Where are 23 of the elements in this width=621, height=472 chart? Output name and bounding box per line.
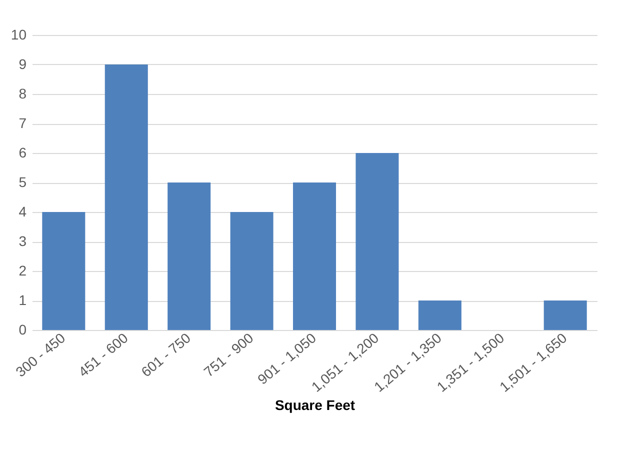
y-tick-label: 6 bbox=[18, 144, 27, 160]
x-tick-label: 451 - 600 bbox=[75, 329, 132, 380]
bar bbox=[168, 182, 211, 330]
y-tick-label: 10 bbox=[10, 26, 27, 42]
bar bbox=[356, 153, 399, 330]
y-tick-label: 5 bbox=[18, 174, 27, 190]
y-tick-label: 1 bbox=[18, 292, 27, 308]
y-tick-label: 0 bbox=[18, 322, 27, 338]
y-tick-label: 3 bbox=[18, 233, 27, 249]
x-tick-label: 601 - 750 bbox=[138, 329, 194, 380]
y-tick-label: 8 bbox=[18, 86, 27, 102]
bar bbox=[544, 300, 587, 330]
y-tick-label: 4 bbox=[18, 204, 27, 220]
bar bbox=[293, 182, 336, 330]
bar bbox=[104, 64, 148, 330]
y-tick-label: 7 bbox=[18, 115, 27, 131]
y-tick-label: 9 bbox=[18, 56, 27, 72]
bar bbox=[42, 212, 86, 330]
bar bbox=[230, 212, 274, 330]
y-tick-label: 2 bbox=[18, 262, 27, 278]
x-tick-label: 751 - 900 bbox=[200, 329, 256, 380]
x-axis-title: Square Feet bbox=[274, 396, 356, 413]
bar bbox=[418, 300, 462, 330]
